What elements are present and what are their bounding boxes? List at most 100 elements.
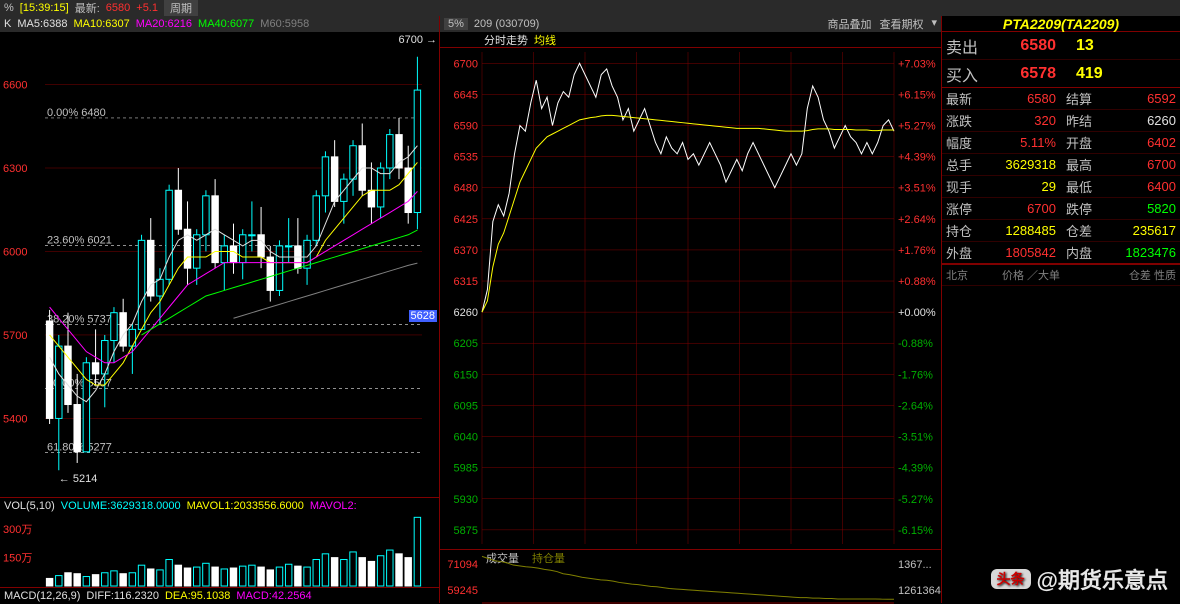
- sell-vol: 13: [1056, 37, 1176, 55]
- junxian-lbl: 均线: [534, 32, 556, 48]
- svg-text:持仓量: 持仓量: [532, 551, 565, 565]
- macd-macd: MACD:42.2564: [236, 590, 311, 602]
- svg-text:6480: 6480: [454, 183, 478, 195]
- svg-text:6535: 6535: [454, 152, 478, 164]
- svg-text:150万: 150万: [3, 553, 32, 565]
- quote-row: 持仓1288485仓差235617: [942, 220, 1180, 242]
- svg-text:6205: 6205: [454, 338, 478, 350]
- svg-text:6645: 6645: [454, 89, 478, 101]
- high-label: 6700 →: [398, 34, 437, 46]
- svg-text:23.60% 6021: 23.60% 6021: [47, 235, 112, 247]
- svg-text:6260: 6260: [454, 307, 478, 319]
- svg-text:6425: 6425: [454, 214, 478, 226]
- volume-chart[interactable]: VOL(5,10) VOLUME:3629318.0000 MAVOL1:203…: [0, 497, 439, 587]
- svg-text:+3.51%: +3.51%: [898, 183, 936, 195]
- quote-footer: 北京 价格 ／大单 仓差 性质: [942, 264, 1180, 286]
- period-btn2[interactable]: 查看期权: [879, 16, 923, 32]
- kline-chart[interactable]: 6600 6300 6000 5700 5400 0.00% 6480 23.60% 602…: [0, 32, 439, 497]
- buy-price: 6578: [984, 65, 1056, 83]
- ma10-lbl: MA10:6307: [74, 18, 130, 30]
- svg-text:5930: 5930: [454, 494, 478, 506]
- intraday-panel: 5% 209 (030709) 商品叠加 查看期权 ▾ 分时走势 均线 6700…: [440, 16, 942, 603]
- tab-5pct[interactable]: 5%: [444, 18, 468, 30]
- more-icon[interactable]: ▾: [931, 16, 937, 32]
- svg-text:-3.51%: -3.51%: [898, 432, 933, 444]
- quote-row: 最新6580结算6592: [942, 88, 1180, 110]
- macd-header: MACD(12,26,9) DIFF:116.2320 DEA:95.1038 …: [0, 587, 439, 603]
- watermark: 头条 @期货乐意点: [991, 563, 1168, 595]
- period-btn[interactable]: 周期: [164, 0, 198, 16]
- latest-chg: +5.1: [136, 2, 158, 14]
- svg-text:6600: 6600: [3, 80, 27, 92]
- pct: %: [4, 2, 14, 14]
- svg-text:+0.00%: +0.00%: [898, 307, 936, 319]
- foot-l2: 价格 ／大单: [986, 267, 1076, 283]
- svg-text:1367...: 1367...: [898, 559, 932, 571]
- svg-text:6000: 6000: [3, 246, 27, 258]
- intraday-volume[interactable]: 成交量持仓量71094592451367...1261364: [440, 549, 941, 603]
- quote-row: 现手29最低6400: [942, 176, 1180, 198]
- svg-text:300万: 300万: [3, 524, 32, 536]
- quote-row: 外盘1805842内盘1823476: [942, 242, 1180, 264]
- svg-text:← 5214: ← 5214: [59, 473, 98, 485]
- svg-text:5700: 5700: [3, 330, 27, 342]
- ma5-lbl: MA5:6388: [17, 18, 67, 30]
- box-right: 5628: [409, 310, 437, 322]
- ma-k: K: [4, 18, 11, 30]
- sell-price: 6580: [984, 37, 1056, 55]
- svg-text:+6.15%: +6.15%: [898, 89, 936, 101]
- quote-panel: PTA2209(TA2209) 卖出 6580 13 买入 6578 419 最…: [942, 16, 1180, 603]
- svg-text:0.00% 6480: 0.00% 6480: [47, 107, 106, 119]
- svg-text:+2.64%: +2.64%: [898, 214, 936, 226]
- quote-row: 涨跌320昨结6260: [942, 110, 1180, 132]
- fenshi-lbl: 分时走势: [484, 32, 528, 48]
- svg-text:-0.88%: -0.88%: [898, 338, 933, 350]
- latest-val: 6580: [106, 2, 130, 14]
- svg-text:6040: 6040: [454, 432, 478, 444]
- svg-text:+0.88%: +0.88%: [898, 276, 936, 288]
- center-top-bar: 5% 209 (030709) 商品叠加 查看期权 ▾: [440, 16, 941, 32]
- svg-text:6300: 6300: [3, 163, 27, 175]
- ma40-lbl: MA40:6077: [198, 18, 254, 30]
- quote-row: 涨停6700跌停5820: [942, 198, 1180, 220]
- svg-text:5875: 5875: [454, 525, 478, 537]
- ma60-lbl: M60:5958: [260, 18, 309, 30]
- quote-row: 总手3629318最高6700: [942, 154, 1180, 176]
- svg-text:59245: 59245: [447, 585, 478, 597]
- svg-text:5400: 5400: [3, 413, 27, 425]
- kline-panel: K MA5:6388 MA10:6307 MA20:6216 MA40:6077…: [0, 16, 440, 603]
- time: [15:39:15]: [20, 2, 69, 14]
- macd-dea: DEA:95.1038: [165, 590, 230, 602]
- svg-text:6095: 6095: [454, 400, 478, 412]
- latest-lbl: 最新:: [75, 0, 100, 16]
- svg-text:+5.27%: +5.27%: [898, 121, 936, 133]
- watermark-text: @期货乐意点: [1037, 563, 1168, 595]
- svg-text:成交量: 成交量: [486, 551, 519, 565]
- svg-text:5985: 5985: [454, 463, 478, 475]
- svg-text:6150: 6150: [454, 369, 478, 381]
- kline-ma-header: K MA5:6388 MA10:6307 MA20:6216 MA40:6077…: [0, 16, 439, 32]
- svg-text:6700: 6700: [454, 58, 478, 70]
- svg-text:-2.64%: -2.64%: [898, 400, 933, 412]
- top-status-bar: % [15:39:15] 最新: 6580 +5.1 周期: [0, 0, 1180, 16]
- svg-text:6370: 6370: [454, 245, 478, 257]
- svg-text:+7.03%: +7.03%: [898, 58, 936, 70]
- quote-row: 幅度5.11%开盘6402: [942, 132, 1180, 154]
- macd-diff: DIFF:116.2320: [86, 590, 159, 602]
- macd-title: MACD(12,26,9): [4, 590, 80, 602]
- svg-text:-5.27%: -5.27%: [898, 494, 933, 506]
- buy-lbl: 买入: [946, 62, 984, 86]
- svg-text:-1.76%: -1.76%: [898, 369, 933, 381]
- sell-row: 卖出 6580 13: [942, 32, 1180, 60]
- overlay-btn[interactable]: 商品叠加: [827, 16, 871, 32]
- sell-lbl: 卖出: [946, 34, 984, 58]
- svg-text:1261364: 1261364: [898, 585, 941, 597]
- svg-text:-4.39%: -4.39%: [898, 463, 933, 475]
- svg-text:6590: 6590: [454, 121, 478, 133]
- contract-title: PTA2209(TA2209): [942, 16, 1180, 32]
- watermark-badge: 头条: [991, 569, 1031, 589]
- svg-text:6315: 6315: [454, 276, 478, 288]
- svg-text:+4.39%: +4.39%: [898, 152, 936, 164]
- intraday-chart[interactable]: 6700 +7.03% 6645 +6.15% 6590 +5.27% 6535 +4.39%…: [440, 48, 941, 549]
- foot-l3: 仓差 性质: [1076, 267, 1176, 283]
